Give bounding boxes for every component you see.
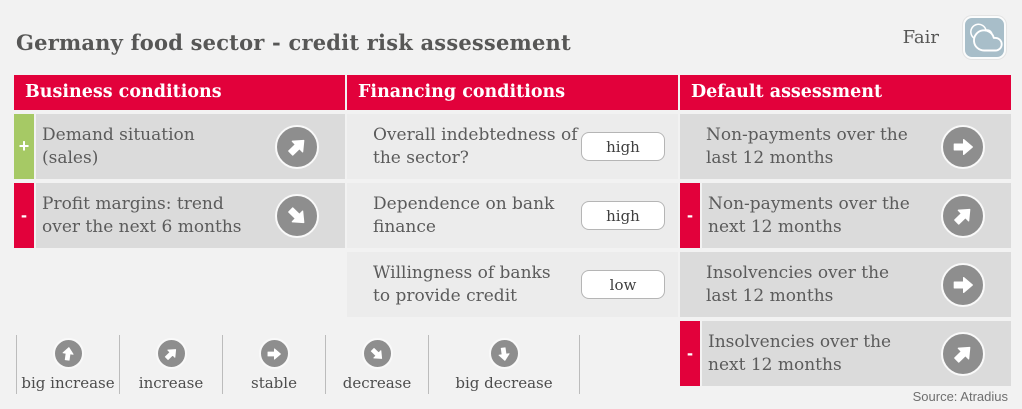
table-row: - Non-payments over the next 12 months bbox=[680, 183, 1011, 248]
row-label: Insolvencies over the next 12 months bbox=[708, 332, 892, 375]
legend-item: stable bbox=[222, 335, 325, 394]
legend-item: decrease bbox=[325, 335, 428, 394]
negative-marker: - bbox=[680, 321, 700, 386]
value-pill: high bbox=[581, 132, 665, 161]
row-label: Non-payments over the last 12 months bbox=[706, 125, 908, 168]
row-label: Non-payments over the next 12 months bbox=[708, 194, 910, 237]
legend-item: big decrease bbox=[428, 335, 580, 394]
table-row: Insolvencies over the last 12 months bbox=[680, 252, 1011, 317]
decrease-arrow-icon bbox=[361, 338, 393, 369]
trend-legend: big increase increase stable decrease bi… bbox=[16, 335, 580, 394]
column-financing-conditions: Financing conditions Overall indebtednes… bbox=[347, 75, 678, 386]
trend-stable-icon bbox=[941, 262, 985, 307]
legend-label: stable bbox=[251, 374, 297, 392]
table-row: Non-payments over the last 12 months bbox=[680, 114, 1011, 179]
trend-increase-icon bbox=[941, 331, 985, 376]
row-label: Demand situation (sales) bbox=[42, 125, 195, 168]
value-pill: high bbox=[581, 201, 665, 230]
row-label: Insolvencies over the last 12 months bbox=[706, 263, 890, 306]
rating-label: Fair bbox=[902, 27, 939, 48]
legend-item: big increase bbox=[16, 335, 119, 394]
rating: Fair bbox=[903, 16, 1006, 59]
column-default-assessment: Default assessment Non-payments over the… bbox=[680, 75, 1011, 386]
table-row: Willingness of banks to provide credit l… bbox=[347, 252, 678, 317]
row-label: Dependence on bank finance bbox=[373, 194, 555, 237]
negative-marker: - bbox=[680, 183, 700, 248]
row-label: Overall indebtedness of the sector? bbox=[373, 125, 578, 168]
column-header: Default assessment bbox=[680, 75, 1011, 110]
value-pill: low bbox=[581, 270, 665, 299]
trend-stable-icon bbox=[941, 124, 985, 169]
big-increase-arrow-icon bbox=[52, 338, 84, 369]
trend-increase-icon bbox=[275, 124, 319, 169]
column-header: Financing conditions bbox=[347, 75, 678, 110]
table-row: - Insolvencies over the next 12 months bbox=[680, 321, 1011, 386]
table-row: Dependence on bank finance high bbox=[347, 183, 678, 248]
legend-label: decrease bbox=[342, 374, 412, 392]
legend-label: big increase bbox=[21, 374, 115, 392]
clouds-icon bbox=[963, 16, 1006, 59]
trend-decrease-icon bbox=[275, 193, 319, 238]
source-note: Source: Atradius bbox=[912, 389, 1008, 404]
table-row: Overall indebtedness of the sector? high bbox=[347, 114, 678, 179]
increase-arrow-icon bbox=[155, 338, 187, 369]
trend-increase-icon bbox=[941, 193, 985, 238]
table-row: + Demand situation (sales) bbox=[14, 114, 345, 179]
positive-marker: + bbox=[14, 114, 34, 179]
page-title: Germany food sector - credit risk assess… bbox=[16, 30, 571, 55]
legend-label: increase bbox=[138, 374, 204, 392]
stable-arrow-icon bbox=[258, 338, 290, 369]
column-business-conditions: Business conditions + Demand situation (… bbox=[14, 75, 345, 386]
big-decrease-arrow-icon bbox=[488, 338, 520, 369]
row-label: Willingness of banks to provide credit bbox=[373, 263, 551, 306]
row-label: Profit margins: trend over the next 6 mo… bbox=[42, 194, 242, 237]
legend-item: increase bbox=[119, 335, 222, 394]
column-header: Business conditions bbox=[14, 75, 345, 110]
negative-marker: - bbox=[14, 183, 34, 248]
assessment-board: Business conditions + Demand situation (… bbox=[14, 75, 1011, 386]
legend-label: big decrease bbox=[455, 374, 553, 392]
table-row: - Profit margins: trend over the next 6 … bbox=[14, 183, 345, 248]
